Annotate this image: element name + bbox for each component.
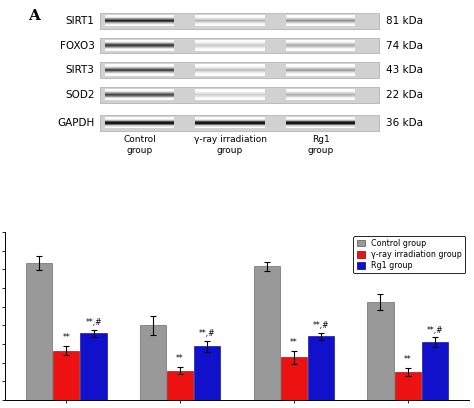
Text: Rg1
group: Rg1 group <box>308 135 334 155</box>
Text: SIRT3: SIRT3 <box>65 65 94 75</box>
Bar <box>254 266 280 400</box>
Bar <box>100 87 379 103</box>
Text: GAPDH: GAPDH <box>57 118 94 128</box>
Bar <box>100 13 379 29</box>
Text: **,#: **,# <box>427 326 443 335</box>
Text: FOXO3: FOXO3 <box>60 40 94 51</box>
Text: 74 kDa: 74 kDa <box>386 40 423 51</box>
Legend: Control group, γ-ray irradiation group, Rg1 group: Control group, γ-ray irradiation group, … <box>354 236 465 273</box>
Bar <box>308 337 334 400</box>
Text: SOD2: SOD2 <box>65 90 94 100</box>
Bar <box>395 372 421 400</box>
Bar <box>140 325 166 400</box>
Text: 43 kDa: 43 kDa <box>386 65 423 75</box>
Bar <box>281 357 307 400</box>
Bar <box>53 350 79 400</box>
Bar <box>167 371 193 400</box>
Bar <box>100 62 379 78</box>
Bar <box>194 346 220 400</box>
Text: SIRT1: SIRT1 <box>65 16 94 26</box>
Bar <box>367 302 393 400</box>
Text: A: A <box>28 9 40 23</box>
Text: **,#: **,# <box>313 321 329 330</box>
Bar <box>100 38 379 53</box>
Bar <box>422 342 448 400</box>
Bar <box>26 263 52 400</box>
Text: 36 kDa: 36 kDa <box>386 118 423 128</box>
Text: **: ** <box>290 338 298 347</box>
Text: **,#: **,# <box>199 329 216 338</box>
Text: 81 kDa: 81 kDa <box>386 16 423 26</box>
Text: **: ** <box>404 355 411 364</box>
Text: Control
group: Control group <box>123 135 156 155</box>
Text: **: ** <box>63 333 70 342</box>
Text: 22 kDa: 22 kDa <box>386 90 423 100</box>
Text: γ-ray irradiation
group: γ-ray irradiation group <box>193 135 266 155</box>
Text: **: ** <box>176 354 184 363</box>
Bar <box>100 115 379 131</box>
Text: **,#: **,# <box>85 318 102 327</box>
Bar <box>81 333 107 400</box>
